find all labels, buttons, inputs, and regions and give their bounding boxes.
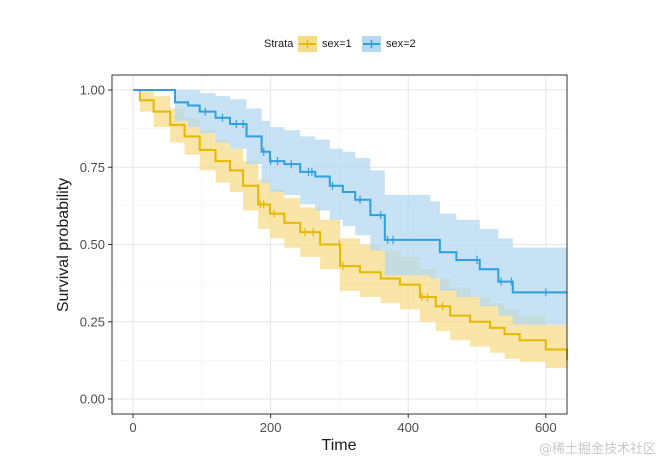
y-tick-label: 0.25	[80, 314, 105, 329]
watermark: @稀土掘金技术社区	[538, 442, 656, 457]
y-tick-label: 0.75	[80, 160, 105, 175]
x-tick-label: 200	[260, 420, 282, 435]
legend-label-sex-1: sex=1	[322, 38, 352, 50]
survival-curve-sex-1	[133, 89, 568, 361]
confidence-band-sex-1	[133, 90, 567, 375]
survival-curve-sex-2	[133, 89, 567, 294]
confidence-band-sex-2	[133, 90, 567, 325]
x-tick-label: 600	[535, 420, 557, 435]
censor-marks	[204, 107, 547, 311]
y-tick-label: 1.00	[80, 83, 105, 98]
y-axis-title: Survival probability	[55, 178, 72, 312]
x-tick-label: 400	[397, 420, 419, 435]
legend: Strata sex=1 sex=2	[264, 36, 416, 52]
legend-label-sex-2: sex=2	[386, 38, 416, 50]
y-tick-label: 0.00	[80, 392, 105, 407]
survival-curves	[133, 89, 568, 361]
x-axis-title: Time	[322, 437, 357, 454]
y-axis: 0.00 0.25 0.50 0.75 1.00	[80, 83, 112, 407]
confidence-bands	[133, 90, 567, 375]
legend-title: Strata	[264, 38, 294, 50]
x-axis: 0 200 400 600	[129, 414, 557, 435]
x-tick-label: 0	[129, 420, 136, 435]
y-tick-label: 0.50	[80, 237, 105, 252]
